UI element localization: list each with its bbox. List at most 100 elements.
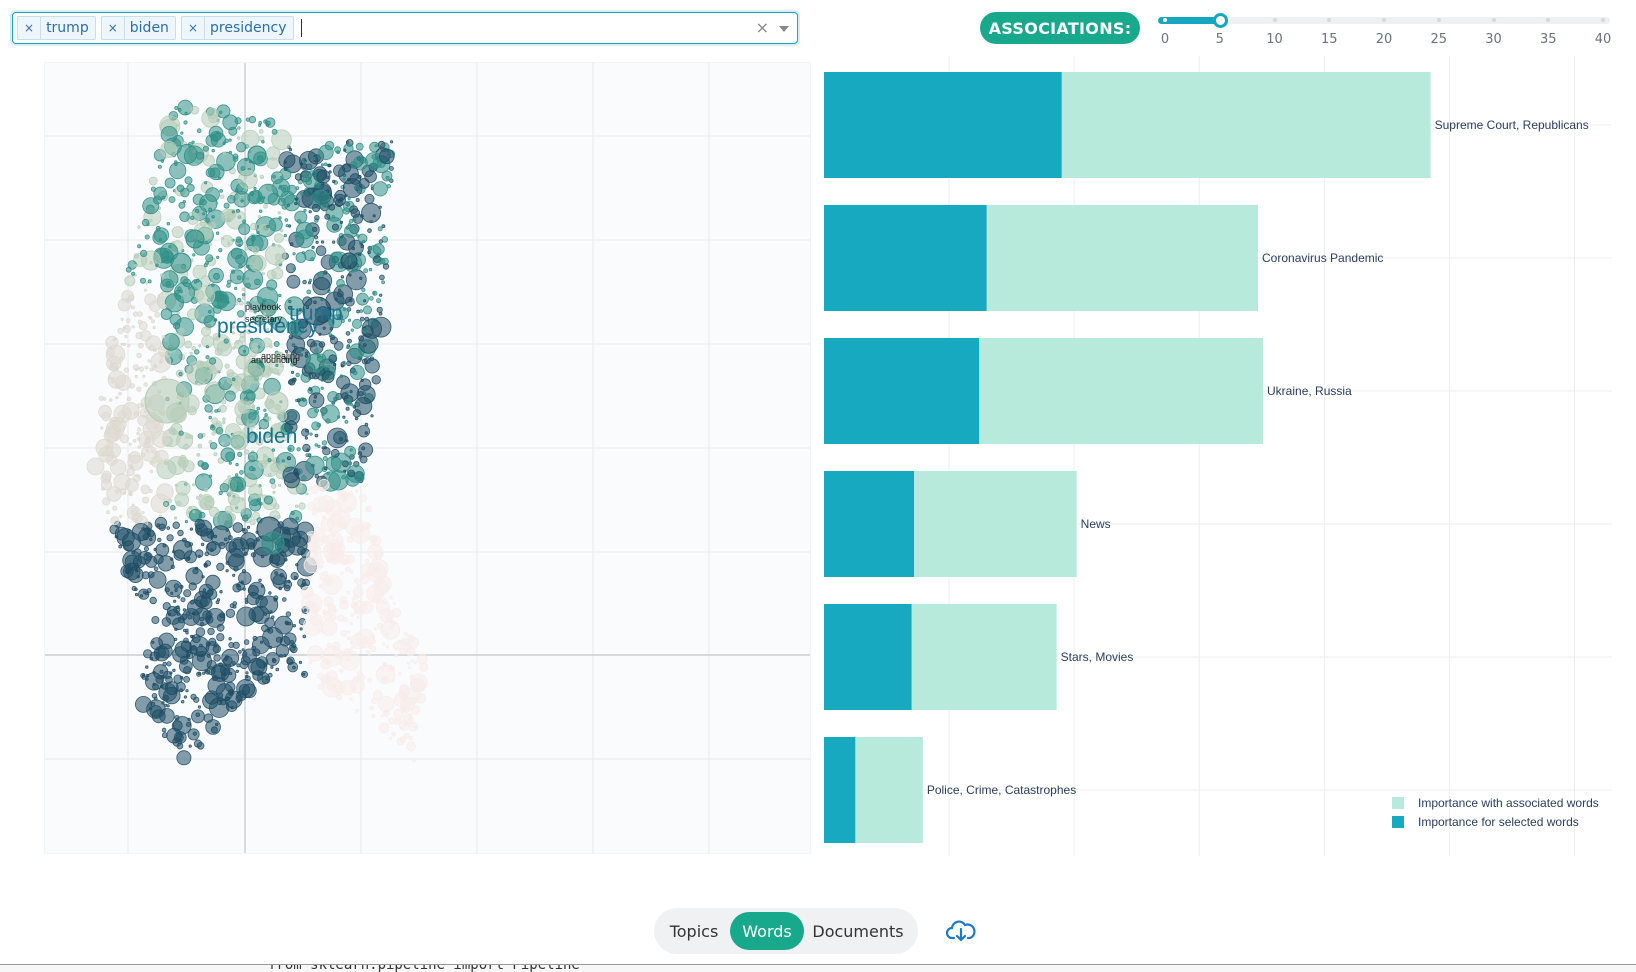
word-bubble[interactable] [345,554,355,564]
word-bubble[interactable] [208,309,212,314]
word-bubble[interactable] [307,645,324,662]
word-bubble[interactable] [251,342,259,350]
word-bubble[interactable] [194,208,200,214]
word-bubble[interactable] [271,267,284,280]
word-bubble[interactable] [191,140,195,144]
slider-step-dot[interactable] [1382,18,1386,22]
word-bubble[interactable] [359,276,363,280]
word-bubble[interactable] [225,569,229,573]
word-bubble[interactable] [307,487,312,492]
word-bubble[interactable] [277,372,281,376]
chevron-down-icon[interactable] [779,26,789,32]
chip-remove-presidency[interactable]: × [182,17,205,39]
word-bubble[interactable] [162,333,180,351]
word-bubble[interactable] [222,114,239,131]
word-bubble[interactable] [132,311,139,317]
word-bubble[interactable] [278,483,282,487]
word-bubble[interactable] [114,535,118,539]
word-bubble[interactable] [231,210,235,214]
word-bubble[interactable] [258,418,270,430]
word-bubble[interactable] [164,177,176,189]
word-bubble[interactable] [347,318,352,322]
word-bubble[interactable] [197,671,202,676]
word-bubble[interactable] [244,675,251,682]
word-bubble[interactable] [227,195,236,204]
word-bubble[interactable] [216,633,225,642]
word-bubble[interactable] [353,608,358,613]
word-bubble[interactable] [282,466,299,484]
word-bubble[interactable] [179,211,190,223]
word-bubble[interactable] [373,568,378,573]
word-bubble[interactable] [157,346,168,357]
word-bubble[interactable] [378,239,383,244]
word-bubble[interactable] [263,312,267,316]
word-bubble[interactable] [342,617,348,623]
word-bubble[interactable] [281,517,299,536]
word-bubble[interactable] [180,700,185,704]
word-bubble[interactable] [202,692,219,710]
word-bubble[interactable] [329,334,336,340]
word-bubble[interactable] [131,271,136,276]
word-bubble[interactable] [163,460,169,465]
word-bubble[interactable] [200,495,215,511]
word-bubble[interactable] [153,696,158,701]
word-bubble[interactable] [385,708,389,712]
word-bubble[interactable] [297,578,307,588]
word-bubble[interactable] [128,463,134,469]
word-bubble[interactable] [375,566,379,570]
word-bubble[interactable] [244,158,248,162]
word-bubble[interactable] [148,315,152,319]
word-bubble[interactable] [224,138,229,143]
word-bubble[interactable] [288,224,292,228]
word-bubble[interactable] [287,305,292,310]
word-bubble[interactable] [162,602,171,611]
word-bubble[interactable] [292,624,296,628]
word-bubble[interactable] [398,720,410,731]
word-bubble[interactable] [283,160,287,164]
word-bubble[interactable] [218,490,223,495]
word-bubble[interactable] [256,538,260,542]
word-bubble[interactable] [352,586,364,598]
word-bubble[interactable] [347,505,353,511]
word-bubble[interactable] [323,466,328,471]
word-bubble[interactable] [208,440,213,444]
word-bubble[interactable] [210,726,218,734]
word-bubble[interactable] [213,654,221,662]
word-bubble[interactable] [308,387,313,391]
word-bubble[interactable] [149,367,154,372]
word-bubble[interactable] [147,279,152,284]
word-bubble[interactable] [365,558,370,563]
word-bubble[interactable] [237,310,245,318]
word-bubble[interactable] [419,662,429,672]
word-bubble[interactable] [294,201,298,206]
word-bubble[interactable] [348,219,354,224]
word-bubble[interactable] [110,459,127,476]
word-bubble[interactable] [346,590,351,595]
word-bubble[interactable] [318,478,330,491]
word-bubble[interactable] [164,502,168,506]
word-bubble[interactable] [149,469,154,474]
word-bubble[interactable] [144,234,150,240]
word-bubble[interactable] [255,595,268,608]
word-bubble[interactable] [166,221,170,226]
word-bubble[interactable] [243,363,264,384]
word-bubble[interactable] [349,569,354,574]
word-bubble[interactable] [342,648,352,658]
word-bubble[interactable] [326,660,331,664]
word-bubble[interactable] [185,628,189,632]
word-bubble[interactable] [319,572,324,578]
word-bubble[interactable] [195,286,216,306]
word-bubble[interactable] [328,170,332,174]
word-bubble[interactable] [360,244,365,249]
word-bubble[interactable] [128,442,132,446]
word-bubble[interactable] [403,732,410,739]
word-bubble[interactable] [385,175,390,180]
word-bubble[interactable] [388,736,393,741]
word-bubble[interactable] [365,571,371,577]
word-bubble[interactable] [178,371,183,377]
word-bubble[interactable] [132,438,137,443]
word-bubble[interactable] [364,316,370,322]
word-bubble[interactable] [261,675,271,684]
word-bubble[interactable] [349,646,354,651]
word-bubble[interactable] [350,613,354,617]
